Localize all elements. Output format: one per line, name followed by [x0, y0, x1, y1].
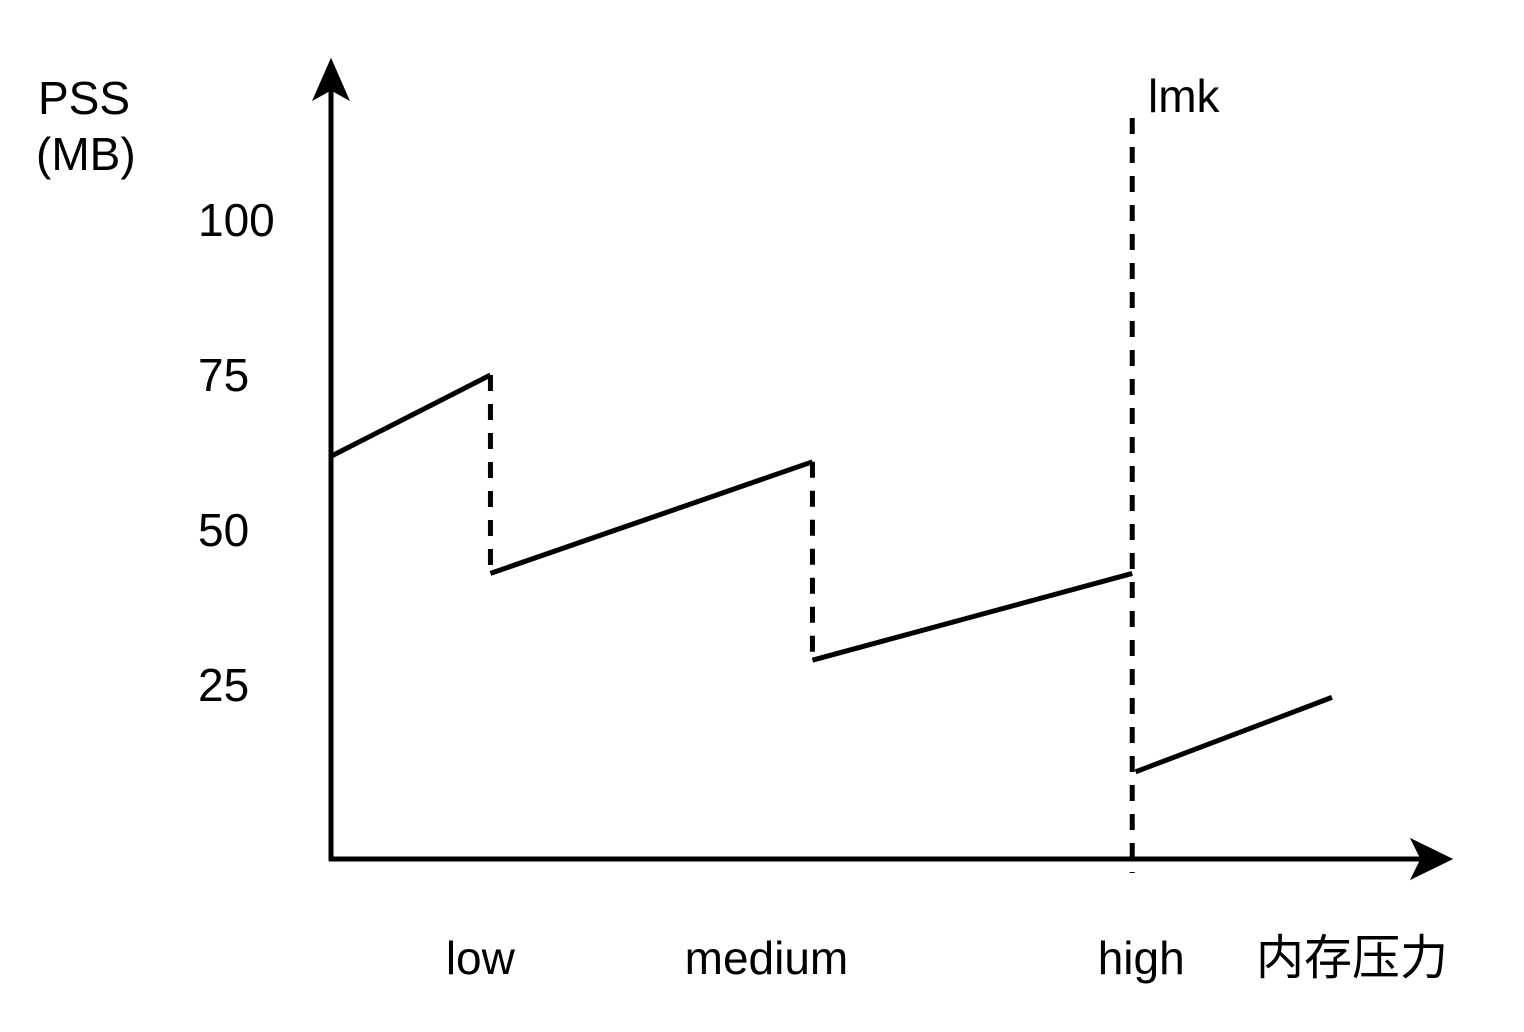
y-axis-arrow-icon	[311, 57, 351, 102]
x-axis	[329, 837, 1454, 881]
pss-segment-2	[489, 459, 814, 576]
x-category-label-low: low	[446, 932, 516, 984]
pss-segment-5	[1134, 695, 1333, 775]
y-axis-title-line1: PSS	[38, 72, 130, 124]
y-tick-label-100: 100	[198, 194, 275, 246]
x-category-label-medium: medium	[685, 932, 849, 984]
chart-content: 100 75 50 25 low medium high	[198, 118, 1333, 984]
y-axis-title-line2: (MB)	[36, 128, 136, 180]
lmk-label: lmk	[1148, 70, 1221, 122]
x-axis-arrow-icon	[1409, 837, 1454, 881]
y-tick-label-25: 25	[198, 659, 249, 711]
pss-segment-0	[331, 372, 492, 458]
x-axis-title: 内存压力	[1256, 932, 1448, 985]
x-category-label-high: high	[1098, 932, 1185, 984]
y-axis	[311, 57, 351, 861]
y-tick-label-50: 50	[198, 504, 249, 556]
pss-segment-4	[811, 570, 1133, 663]
y-tick-label-75: 75	[198, 349, 249, 401]
